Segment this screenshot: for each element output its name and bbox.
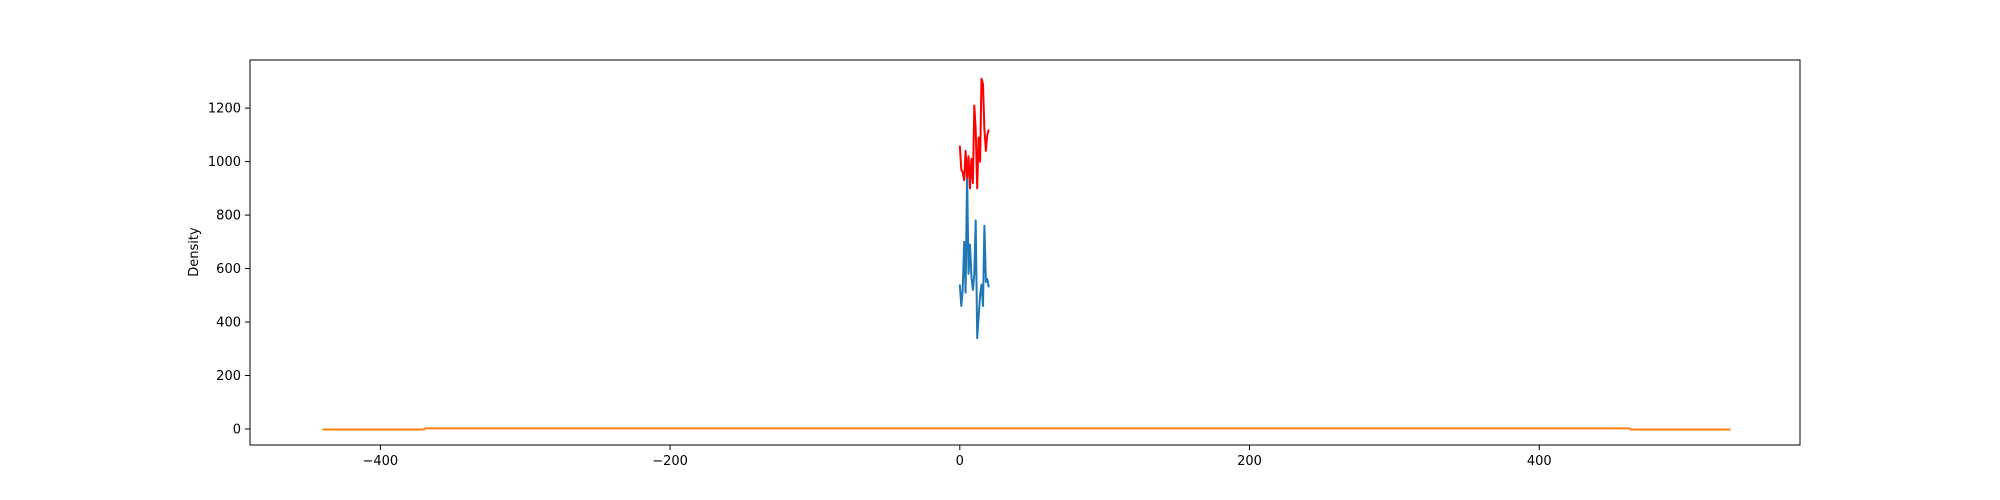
y-tick-label: 400 <box>216 316 241 331</box>
y-axis: 0 200 400 600 800 1000 1200 <box>208 102 250 437</box>
y-tick-label: 200 <box>216 369 241 384</box>
x-tick-label: 400 <box>1527 454 1552 469</box>
x-tick-label: 0 <box>956 454 964 469</box>
y-tick-label: 1200 <box>208 102 241 117</box>
x-tick-label: −400 <box>363 454 399 469</box>
x-tick-label: 200 <box>1237 454 1262 469</box>
x-axis: −400 −200 0 200 400 <box>363 445 1552 469</box>
series-line-3 <box>322 427 1731 431</box>
y-tick-label: 800 <box>216 209 241 224</box>
x-tick-label: −200 <box>652 454 688 469</box>
y-tick-label: 0 <box>233 422 241 437</box>
series-line-2 <box>958 77 990 190</box>
lines-layer <box>322 77 1731 431</box>
series-line-1 <box>958 171 990 340</box>
y-tick-label: 1000 <box>208 155 241 170</box>
y-axis-label: Density <box>187 227 202 277</box>
plot-frame <box>249 59 1801 446</box>
y-tick-label: 600 <box>216 262 241 277</box>
